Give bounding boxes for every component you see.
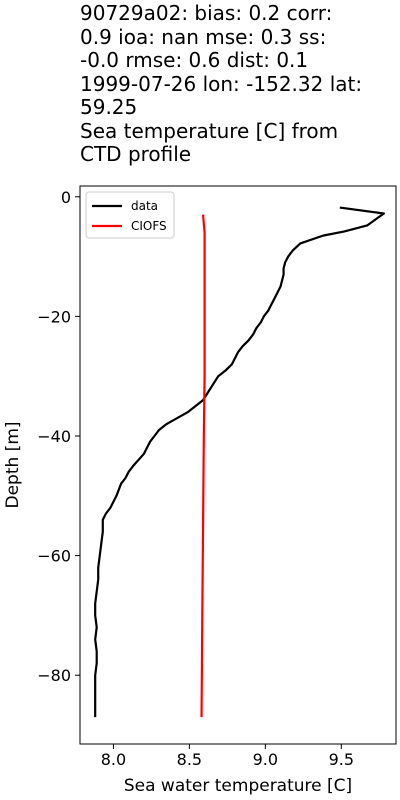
x-tick-label: 9.0 — [253, 750, 278, 769]
title-line: 59.25 — [80, 95, 138, 119]
x-tick-label: 9.5 — [329, 750, 354, 769]
x-axis-label: Sea water temperature [C] — [124, 776, 352, 796]
title-line: CTD profile — [80, 142, 192, 166]
legend-label: CIOFS — [131, 219, 167, 233]
series-line-data — [94, 206, 385, 718]
y-tick-label: −80 — [37, 666, 71, 685]
series-line-ciofs — [200, 214, 206, 718]
y-tick-label: −60 — [37, 547, 71, 566]
y-tick-label: 0 — [61, 188, 71, 207]
y-axis-label: Depth [m] — [3, 421, 23, 508]
title-line: -0.0 rmse: 0.6 dist: 0.1 — [80, 48, 309, 72]
x-tick-label: 8.5 — [177, 750, 202, 769]
ticks-layer: 8.0 8.5 9.0 9.5 0 −20 −40 −60 −80 — [37, 188, 354, 769]
legend-label: data — [131, 199, 158, 213]
legend: data CIOFS — [85, 191, 175, 239]
y-tick-label: −20 — [37, 307, 71, 326]
chart-title: 90729a02: bias: 0.2 corr: 0.9 ioa: nan ms… — [80, 1, 398, 167]
title-line: 90729a02: bias: 0.2 corr: — [80, 1, 333, 25]
series-layer — [94, 206, 385, 718]
title-line: 1999-07-26 lon: -152.32 lat: — [80, 71, 363, 96]
plot-frame — [79, 185, 397, 745]
x-tick-label: 8.0 — [101, 750, 126, 769]
title-line: Sea temperature [C] from — [80, 118, 339, 143]
y-tick-label: −40 — [37, 427, 71, 446]
title-line: 0.9 ioa: nan mse: 0.3 ss: — [80, 24, 327, 49]
